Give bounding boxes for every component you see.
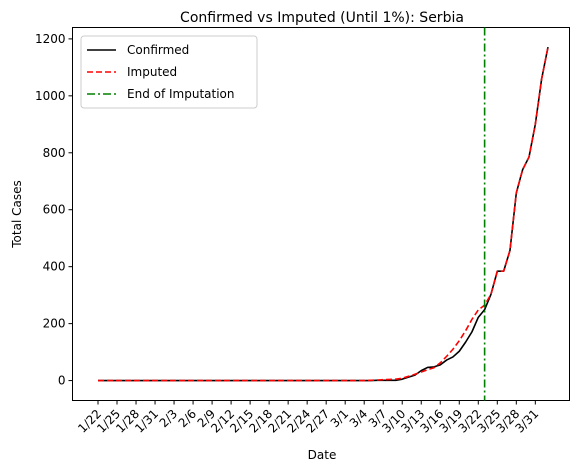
y-tick-label: 600 bbox=[43, 203, 66, 217]
legend: Confirmed Imputed End of Imputation bbox=[80, 35, 258, 109]
legend-label: End of Imputation bbox=[127, 87, 235, 101]
legend-box bbox=[80, 35, 258, 109]
y-tick-label: 400 bbox=[43, 260, 66, 274]
series-layer bbox=[98, 46, 549, 382]
x-axis: 1/221/251/281/312/32/62/92/122/152/182/2… bbox=[75, 400, 541, 436]
y-tick-label: 800 bbox=[43, 146, 66, 160]
legend-label: Imputed bbox=[127, 65, 177, 79]
chart-title: Confirmed vs Imputed (Until 1%): Serbia bbox=[180, 10, 464, 26]
series-line-imputed bbox=[98, 46, 549, 382]
x-axis-label: Date bbox=[308, 448, 337, 462]
legend-label: Confirmed bbox=[127, 43, 189, 57]
y-tick-label: 200 bbox=[43, 317, 66, 331]
y-tick-label: 1000 bbox=[35, 89, 66, 103]
y-axis-label: Total Cases bbox=[10, 180, 24, 248]
y-axis: 0 200 400 600 800 1000 1200 bbox=[35, 32, 73, 388]
y-tick-label: 0 bbox=[58, 374, 66, 388]
y-tick-label: 1200 bbox=[35, 32, 66, 46]
